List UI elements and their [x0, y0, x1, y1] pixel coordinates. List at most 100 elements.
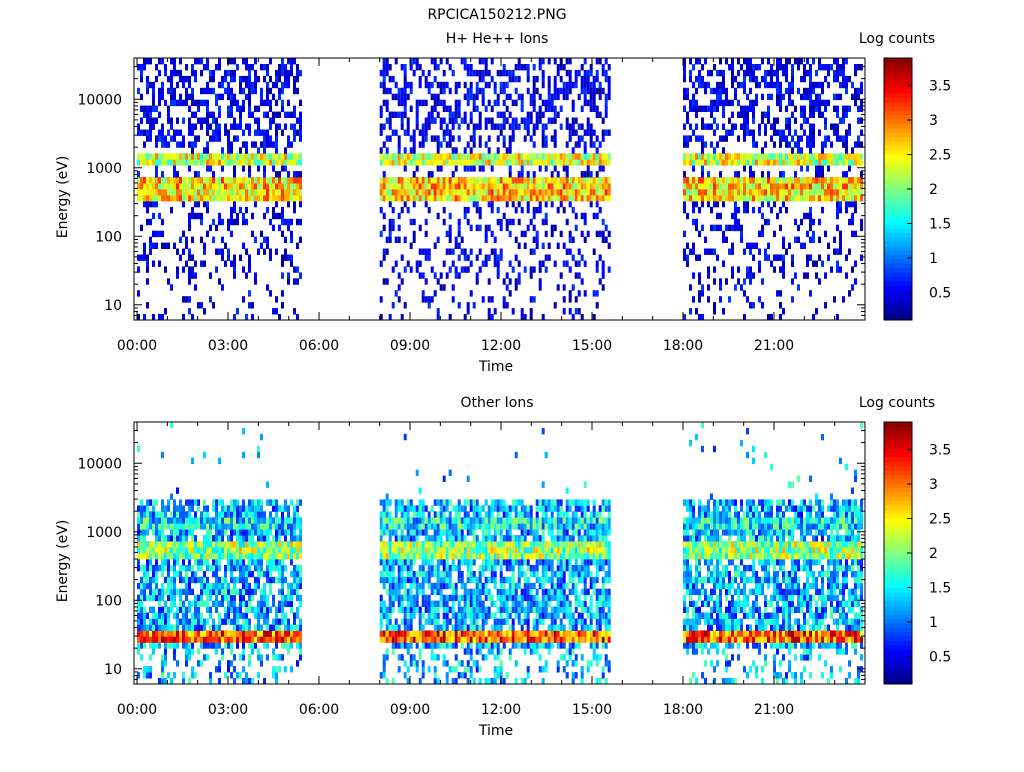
spectrogram-cell: [587, 165, 590, 171]
spectrogram-cell: [596, 76, 599, 82]
spectrogram-cell: [485, 106, 488, 112]
spectrogram-cell: [728, 189, 731, 195]
spectrogram-cell: [566, 124, 569, 130]
spectrogram-cell: [386, 183, 389, 189]
spectrogram-cell: [299, 177, 302, 183]
spectrogram-cell: [854, 64, 857, 70]
spectrogram-cell: [596, 112, 599, 118]
spectrogram-cell: [560, 124, 563, 130]
spectrogram-cell: [425, 159, 428, 165]
spectrogram-cell: [773, 177, 776, 183]
spectrogram-cell: [290, 124, 293, 130]
spectrogram-cell: [572, 130, 575, 136]
spectrogram-cell: [281, 511, 284, 517]
spectrogram-cell: [791, 278, 794, 284]
spectrogram-cell: [707, 266, 710, 272]
spectrogram-cell: [140, 64, 143, 70]
spectrogram-cell: [851, 231, 854, 237]
spectrogram-cell: [293, 130, 296, 136]
spectrogram-cell: [266, 499, 269, 505]
spectrogram-cell: [731, 225, 734, 231]
spectrogram-cell: [845, 88, 848, 94]
spectrogram-cell: [167, 88, 170, 94]
spectrogram-cell: [758, 159, 761, 165]
spectrogram-cell: [809, 207, 812, 213]
spectrogram-cell: [407, 177, 410, 183]
spectrogram-cell: [683, 207, 686, 213]
spectrogram-cell: [686, 243, 689, 249]
spectrogram-cell: [569, 124, 572, 130]
spectrogram-cell: [266, 207, 269, 213]
spectrogram-cell: [827, 195, 830, 201]
spectrogram-cell: [782, 261, 785, 267]
spectrogram-cell: [245, 565, 248, 571]
spectrogram-cell: [545, 177, 548, 183]
spectrogram-cell: [266, 243, 269, 249]
spectrogram-cell: [146, 207, 149, 213]
spectrogram-cell: [731, 112, 734, 118]
spectrogram-cell: [545, 195, 548, 201]
spectrogram-cell: [233, 135, 236, 141]
spectrogram-cell: [482, 153, 485, 159]
spectrogram-cell: [161, 654, 164, 660]
colorbar-segment: [884, 233, 912, 238]
spectrogram-cell: [413, 58, 416, 64]
spectrogram-cell: [845, 255, 848, 261]
spectrogram-cell: [563, 296, 566, 302]
spectrogram-cell: [698, 70, 701, 76]
spectrogram-cell: [215, 511, 218, 517]
spectrogram-cell: [779, 183, 782, 189]
spectrogram-cell: [806, 177, 809, 183]
spectrogram-cell: [161, 88, 164, 94]
spectrogram-cell: [170, 625, 173, 631]
spectrogram-cell: [473, 165, 476, 171]
spectrogram-cell: [155, 201, 158, 207]
spectrogram-cell: [290, 159, 293, 165]
spectrogram-cell: [245, 82, 248, 88]
spectrogram-cell: [242, 452, 245, 458]
spectrogram-cell: [278, 153, 281, 159]
spectrogram-cell: [581, 183, 584, 189]
spectrogram-cell: [587, 183, 590, 189]
spectrogram-cell: [182, 541, 185, 547]
spectrogram-cell: [380, 625, 383, 631]
spectrogram-cell: [422, 135, 425, 141]
spectrogram-cell: [278, 189, 281, 195]
spectrogram-cell: [509, 112, 512, 118]
spectrogram-cell: [380, 613, 383, 619]
spectrogram-cell: [569, 249, 572, 255]
spectrogram-cell: [209, 124, 212, 130]
spectrogram-cell: [713, 195, 716, 201]
spectrogram-cell: [785, 249, 788, 255]
spectrogram-cell: [602, 88, 605, 94]
spectrogram-cell: [470, 135, 473, 141]
spectrogram-cell: [827, 177, 830, 183]
spectrogram-cell: [230, 124, 233, 130]
spectrogram-cell: [227, 565, 230, 571]
spectrogram-cell: [197, 660, 200, 666]
spectrogram-cell: [281, 261, 284, 267]
spectrogram-cell: [290, 636, 293, 642]
spectrogram-cell: [536, 153, 539, 159]
spectrogram-cell: [716, 255, 719, 261]
spectrogram-cell: [452, 153, 455, 159]
spectrogram-cell: [380, 159, 383, 165]
spectrogram-cell: [380, 553, 383, 559]
spectrogram-cell: [383, 559, 386, 565]
spectrogram-cell: [404, 130, 407, 136]
colorbar-segment: [884, 241, 912, 246]
spectrogram-cell: [260, 243, 263, 249]
spectrogram-cell: [266, 100, 269, 106]
spectrogram-cell: [239, 82, 242, 88]
spectrogram-cell: [383, 636, 386, 642]
spectrogram-cell: [281, 82, 284, 88]
spectrogram-cell: [581, 213, 584, 219]
spectrogram-cell: [407, 153, 410, 159]
spectrogram-cell: [587, 118, 590, 124]
spectrogram-cell: [260, 517, 263, 523]
spectrogram-cell: [296, 541, 299, 547]
spectrogram-cell: [221, 535, 224, 541]
spectrogram-cell: [155, 613, 158, 619]
spectrogram-cell: [527, 130, 530, 136]
spectrogram-cell: [485, 261, 488, 267]
